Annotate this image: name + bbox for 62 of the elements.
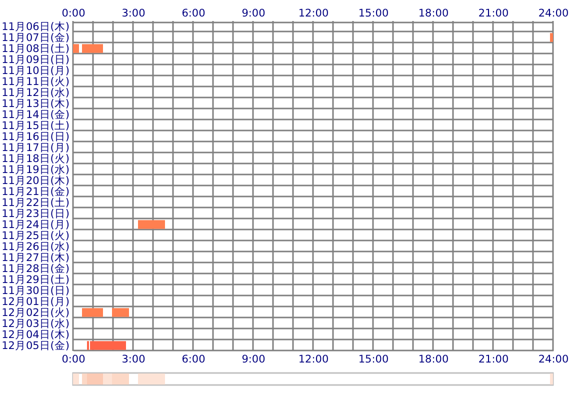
x2-tick-label: 9:00 xyxy=(242,8,266,20)
x2-tick-label: 12:00 xyxy=(298,8,329,20)
x-tick-label: 24:00 xyxy=(538,354,569,366)
y-tick-label: 11月23日(日) xyxy=(2,208,70,220)
y-tick-label: 11月24日(月) xyxy=(2,219,70,231)
bar xyxy=(138,373,165,385)
y-tick-label: 11月06日(木) xyxy=(2,20,70,33)
x2-tick-label: 15:00 xyxy=(358,8,389,20)
x2-tick-label: 21:00 xyxy=(478,8,509,20)
y-tick-label: 11月30日(日) xyxy=(2,285,70,297)
x-tick-label: 12:00 xyxy=(298,354,329,366)
y-tick-label: 11月19日(水) xyxy=(2,163,70,176)
y-tick-label: 11月21日(金) xyxy=(2,186,70,198)
x-tick-label: 3:00 xyxy=(122,354,146,366)
bar xyxy=(82,44,103,53)
y-tick-label: 11月16日(日) xyxy=(2,131,70,143)
y-tick-label: 11月08日(土) xyxy=(2,42,70,55)
y-tick-label: 12月04日(木) xyxy=(2,328,70,341)
bar xyxy=(87,373,103,385)
bar xyxy=(138,220,165,229)
x-tick-label: 9:00 xyxy=(242,354,266,366)
y-tick-label: 11月12日(水) xyxy=(2,86,70,99)
y-tick-label: 11月15日(土) xyxy=(2,119,70,132)
x-tick-label: 15:00 xyxy=(358,354,389,366)
y-tick-label: 11月20日(木) xyxy=(2,174,70,187)
bar xyxy=(82,308,103,317)
y-tick-label: 12月02日(火) xyxy=(2,306,70,319)
x-tick-label: 21:00 xyxy=(478,354,509,366)
y-tick-label: 11月07日(金) xyxy=(2,32,70,44)
x-tick-label: 0:00 xyxy=(62,354,86,366)
y-tick-label: 11月25日(火) xyxy=(2,229,70,242)
y-tick-label: 11月29日(土) xyxy=(2,273,70,286)
y-tick-label: 11月09日(日) xyxy=(2,54,70,66)
y-tick-label: 11月27日(木) xyxy=(2,251,70,264)
x2-tick-label: 3:00 xyxy=(122,8,146,20)
bar xyxy=(82,373,87,385)
x2-tick-label: 0:00 xyxy=(62,8,86,20)
bar xyxy=(112,373,129,385)
bar xyxy=(73,44,79,53)
x-tick-label: 6:00 xyxy=(182,354,206,366)
y-tick-label: 12月01日(月) xyxy=(2,296,70,308)
y-tick-label: 11月14日(金) xyxy=(2,109,70,121)
bar xyxy=(550,373,553,385)
y-tick-label: 11月10日(月) xyxy=(2,65,70,77)
bar xyxy=(73,373,79,385)
bar xyxy=(90,341,126,350)
x-tick-label: 18:00 xyxy=(418,354,449,366)
y-tick-label: 11月22日(土) xyxy=(2,196,70,209)
y-tick-label: 12月03日(水) xyxy=(2,317,70,330)
bar xyxy=(550,33,553,42)
y-tick-label: 12月05日(金) xyxy=(2,340,70,352)
x2-tick-label: 6:00 xyxy=(182,8,206,20)
y-tick-label: 11月28日(金) xyxy=(2,263,70,275)
y-tick-label: 11月13日(木) xyxy=(2,97,70,110)
x2-tick-label: 18:00 xyxy=(418,8,449,20)
bar xyxy=(112,308,129,317)
y-tick-label: 11月18日(火) xyxy=(2,152,70,165)
y-tick-label: 11月26日(水) xyxy=(2,240,70,253)
x2-tick-label: 24:00 xyxy=(538,8,569,20)
y-tick-label: 11月17日(月) xyxy=(2,142,70,154)
y-tick-label: 11月11日(火) xyxy=(2,75,70,88)
bar xyxy=(103,373,112,385)
